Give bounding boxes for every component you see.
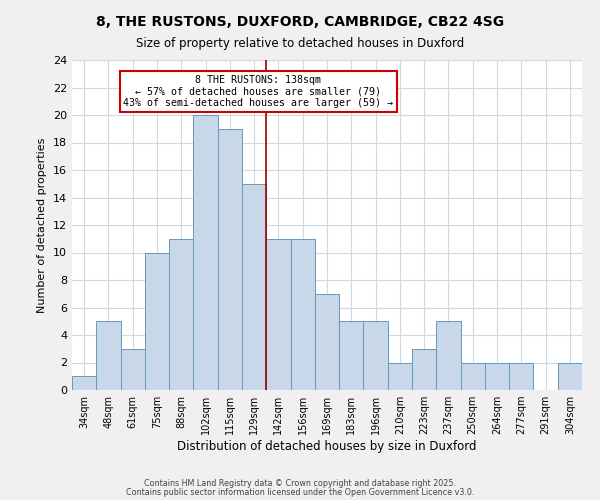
Bar: [436, 322, 461, 390]
Text: Size of property relative to detached houses in Duxford: Size of property relative to detached ho…: [136, 38, 464, 51]
Y-axis label: Number of detached properties: Number of detached properties: [37, 138, 47, 312]
Bar: [558, 362, 582, 390]
Bar: [339, 322, 364, 390]
Bar: [461, 362, 485, 390]
Bar: [509, 362, 533, 390]
Bar: [315, 294, 339, 390]
Bar: [169, 239, 193, 390]
Bar: [72, 376, 96, 390]
Bar: [121, 349, 145, 390]
Bar: [388, 362, 412, 390]
Bar: [193, 115, 218, 390]
Bar: [290, 239, 315, 390]
Bar: [96, 322, 121, 390]
Bar: [485, 362, 509, 390]
Bar: [412, 349, 436, 390]
Bar: [364, 322, 388, 390]
Bar: [266, 239, 290, 390]
Bar: [145, 252, 169, 390]
Text: Contains HM Land Registry data © Crown copyright and database right 2025.: Contains HM Land Registry data © Crown c…: [144, 479, 456, 488]
Bar: [218, 128, 242, 390]
Text: Contains public sector information licensed under the Open Government Licence v3: Contains public sector information licen…: [126, 488, 474, 497]
Text: 8 THE RUSTONS: 138sqm
← 57% of detached houses are smaller (79)
43% of semi-deta: 8 THE RUSTONS: 138sqm ← 57% of detached …: [123, 75, 393, 108]
X-axis label: Distribution of detached houses by size in Duxford: Distribution of detached houses by size …: [177, 440, 477, 453]
Text: 8, THE RUSTONS, DUXFORD, CAMBRIDGE, CB22 4SG: 8, THE RUSTONS, DUXFORD, CAMBRIDGE, CB22…: [96, 15, 504, 29]
Bar: [242, 184, 266, 390]
